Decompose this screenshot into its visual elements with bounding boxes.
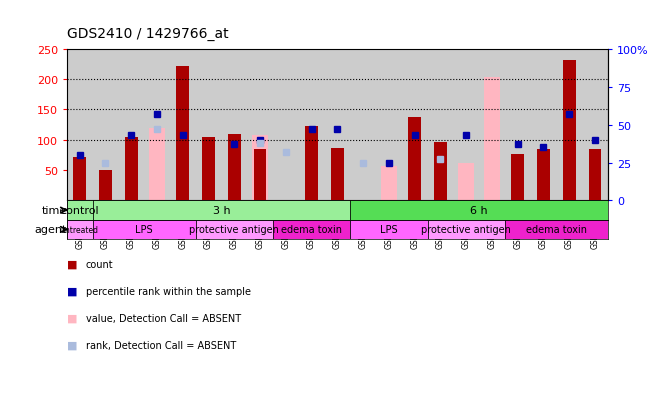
- Bar: [254, 150, 267, 201]
- Text: edema toxin: edema toxin: [526, 225, 587, 235]
- Bar: [484, 77, 500, 201]
- Bar: [93, 220, 196, 240]
- Text: control: control: [60, 206, 99, 216]
- Bar: [221, 50, 247, 201]
- Bar: [273, 220, 350, 240]
- Text: agent: agent: [35, 225, 67, 235]
- Bar: [202, 138, 215, 201]
- Text: protective antigen: protective antigen: [422, 225, 511, 235]
- Bar: [350, 220, 428, 240]
- Bar: [376, 50, 401, 201]
- Bar: [196, 50, 221, 201]
- Bar: [331, 149, 344, 201]
- Bar: [428, 220, 505, 240]
- Bar: [505, 50, 530, 201]
- Bar: [408, 118, 421, 201]
- Bar: [67, 201, 93, 220]
- Text: untreated: untreated: [61, 225, 99, 235]
- Bar: [67, 50, 93, 201]
- Bar: [458, 164, 474, 201]
- Bar: [228, 134, 240, 201]
- Text: value, Detection Call = ABSENT: value, Detection Call = ABSENT: [86, 313, 240, 323]
- Bar: [247, 50, 273, 201]
- Text: ■: ■: [67, 286, 77, 296]
- Bar: [556, 50, 582, 201]
- Text: LPS: LPS: [136, 225, 153, 235]
- Bar: [253, 135, 268, 201]
- Text: 3 h: 3 h: [212, 206, 230, 216]
- Text: rank, Detection Call = ABSENT: rank, Detection Call = ABSENT: [86, 340, 236, 350]
- Bar: [511, 155, 524, 201]
- Bar: [537, 150, 550, 201]
- Bar: [582, 50, 608, 201]
- Text: LPS: LPS: [380, 225, 397, 235]
- Text: time: time: [41, 206, 67, 216]
- Text: ■: ■: [67, 259, 77, 269]
- Bar: [176, 66, 189, 201]
- Bar: [454, 50, 479, 201]
- Text: ■: ■: [67, 313, 77, 323]
- Bar: [125, 138, 138, 201]
- Bar: [149, 128, 165, 201]
- Text: count: count: [86, 259, 113, 269]
- Bar: [350, 50, 376, 201]
- Bar: [530, 50, 556, 201]
- Text: GDS2410 / 1429766_at: GDS2410 / 1429766_at: [67, 27, 228, 41]
- Bar: [93, 50, 118, 201]
- Text: percentile rank within the sample: percentile rank within the sample: [86, 286, 250, 296]
- Bar: [401, 50, 428, 201]
- Bar: [299, 50, 325, 201]
- Bar: [273, 50, 299, 201]
- Text: edema toxin: edema toxin: [281, 225, 342, 235]
- Bar: [196, 220, 273, 240]
- Text: ■: ■: [67, 340, 77, 350]
- Text: protective antigen: protective antigen: [189, 225, 279, 235]
- Bar: [170, 50, 196, 201]
- Bar: [479, 50, 505, 201]
- Bar: [505, 220, 608, 240]
- Bar: [562, 60, 576, 201]
- Bar: [73, 157, 86, 201]
- Bar: [350, 201, 608, 220]
- Bar: [589, 150, 601, 201]
- Bar: [144, 50, 170, 201]
- Bar: [67, 220, 93, 240]
- Bar: [434, 142, 447, 201]
- Bar: [93, 201, 350, 220]
- Bar: [118, 50, 144, 201]
- Text: 6 h: 6 h: [470, 206, 488, 216]
- Bar: [99, 170, 112, 201]
- Bar: [381, 166, 397, 201]
- Bar: [325, 50, 350, 201]
- Bar: [305, 127, 318, 201]
- Bar: [428, 50, 454, 201]
